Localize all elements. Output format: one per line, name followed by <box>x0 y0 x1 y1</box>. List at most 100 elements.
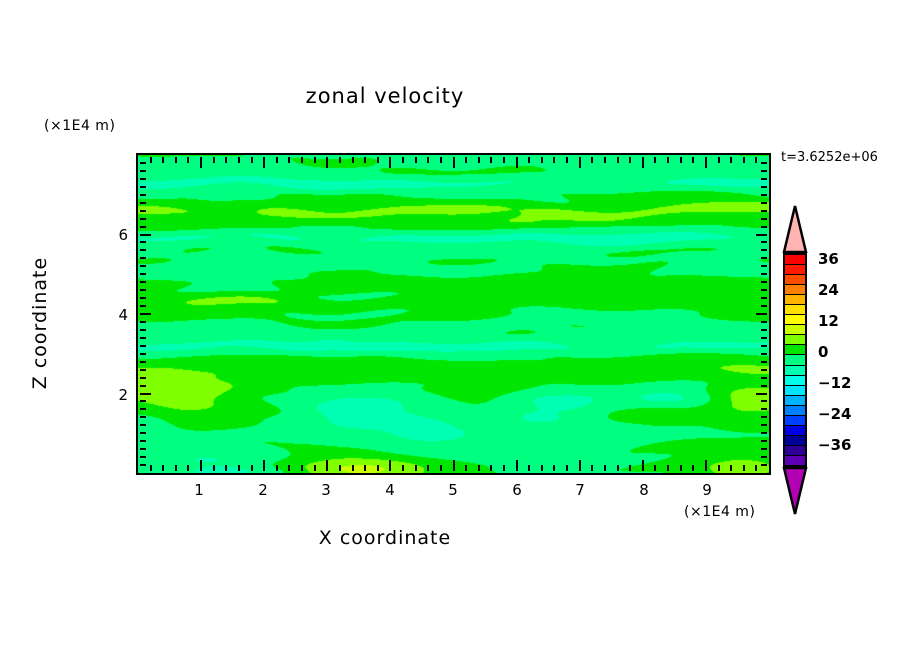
x-axis-tick <box>225 465 228 471</box>
x-axis-tick <box>667 157 670 163</box>
x-tick-label: 2 <box>258 481 268 499</box>
colorbar-tick-label: 12 <box>818 312 839 330</box>
x-axis-tick <box>730 157 733 163</box>
colorbar-tick-label: −36 <box>818 436 852 454</box>
colorbar-band <box>785 415 805 426</box>
y-axis-tick <box>761 273 767 276</box>
y-axis-tick <box>761 169 767 172</box>
x-axis-tick <box>515 460 518 471</box>
colorbar-band <box>785 295 805 306</box>
x-axis-tick <box>717 157 720 163</box>
x-axis-tick <box>351 157 354 163</box>
x-tick-label: 4 <box>385 481 395 499</box>
colorbar-band <box>785 445 805 456</box>
x-axis-tick <box>616 465 619 471</box>
x-axis-tick <box>263 460 266 471</box>
x-tick-label: 5 <box>448 481 458 499</box>
y-axis-tick <box>140 161 146 164</box>
contour-plot-area[interactable] <box>136 153 771 475</box>
y-axis-tick <box>761 209 767 212</box>
y-axis-tick <box>140 408 146 411</box>
x-axis-tick <box>427 465 430 471</box>
y-axis-tick <box>140 201 146 204</box>
y-axis-tick <box>761 368 767 371</box>
y-axis-tick <box>140 273 146 276</box>
x-axis-tick <box>540 465 543 471</box>
x-axis-tick <box>149 465 152 471</box>
colorbar-band <box>785 405 805 416</box>
y-axis-tick <box>761 281 767 284</box>
x-axis-tick <box>603 157 606 163</box>
x-axis-tick <box>301 465 304 471</box>
x-axis-tick <box>465 157 468 163</box>
x-axis-tick <box>679 465 682 471</box>
x-tick-label: 8 <box>639 481 649 499</box>
x-axis-tick <box>200 157 203 168</box>
x-axis-tick <box>490 465 493 471</box>
x-axis-tick <box>187 157 190 163</box>
x-axis-tick <box>477 157 480 163</box>
x-axis-tick <box>174 465 177 471</box>
y-axis-tick <box>140 225 146 228</box>
y-axis-tick <box>761 328 767 331</box>
x-axis-tick <box>692 465 695 471</box>
x-tick-label: 1 <box>194 481 204 499</box>
x-axis-tick <box>237 465 240 471</box>
x-axis-tick <box>439 465 442 471</box>
y-axis-tick <box>761 432 767 435</box>
y-axis-tick <box>140 241 146 244</box>
x-axis-tick <box>364 465 367 471</box>
x-axis-tick <box>212 465 215 471</box>
y-axis-tick <box>761 352 767 355</box>
colorbar-band <box>785 355 805 366</box>
y-axis-unit-label: (×1E4 m) <box>44 118 116 134</box>
y-axis-tick <box>140 368 146 371</box>
x-axis-tick <box>515 157 518 168</box>
x-axis-tick <box>566 465 569 471</box>
x-axis-tick <box>376 157 379 163</box>
x-axis-tick <box>465 465 468 471</box>
page-title: zonal velocity <box>305 84 465 108</box>
colorbar-band <box>785 285 805 296</box>
colorbar-tick-label: −24 <box>818 405 852 423</box>
colorbar-band <box>785 455 805 465</box>
y-axis-tick <box>761 344 767 347</box>
x-axis-tick <box>679 157 682 163</box>
y-axis-tick <box>761 400 767 403</box>
y-axis-tick <box>761 185 767 188</box>
y-axis-tick <box>761 456 767 459</box>
y-axis-tick <box>140 400 146 403</box>
y-tick-label: 2 <box>118 386 128 404</box>
x-axis-tick <box>654 157 657 163</box>
x-axis-tick <box>212 157 215 163</box>
y-axis-tick <box>140 448 146 451</box>
x-axis-tick <box>578 157 581 168</box>
x-axis-tick <box>275 157 278 163</box>
x-axis-tick <box>528 157 531 163</box>
x-axis-tick <box>667 465 670 471</box>
x-axis-tick <box>528 465 531 471</box>
x-axis-tick <box>162 465 165 471</box>
y-axis-tick <box>140 320 146 323</box>
x-axis-tick <box>301 157 304 163</box>
colorbar-band <box>785 435 805 446</box>
x-axis-tick <box>603 465 606 471</box>
y-axis-tick <box>761 225 767 228</box>
y-axis-tick <box>761 320 767 323</box>
y-axis-tick <box>140 265 146 268</box>
x-tick-label: 9 <box>702 481 712 499</box>
colorbar[interactable] <box>782 205 808 515</box>
x-axis-title: X coordinate <box>318 527 452 549</box>
x-axis-tick <box>250 157 253 163</box>
y-axis-tick <box>761 161 767 164</box>
x-axis-tick <box>704 460 707 471</box>
x-axis-tick <box>414 157 417 163</box>
x-axis-tick <box>427 157 430 163</box>
x-axis-tick <box>326 157 329 168</box>
x-axis-tick <box>389 460 392 471</box>
x-axis-tick <box>414 465 417 471</box>
x-axis-tick <box>313 157 316 163</box>
x-axis-tick <box>502 465 505 471</box>
contour-field-canvas <box>138 155 769 473</box>
